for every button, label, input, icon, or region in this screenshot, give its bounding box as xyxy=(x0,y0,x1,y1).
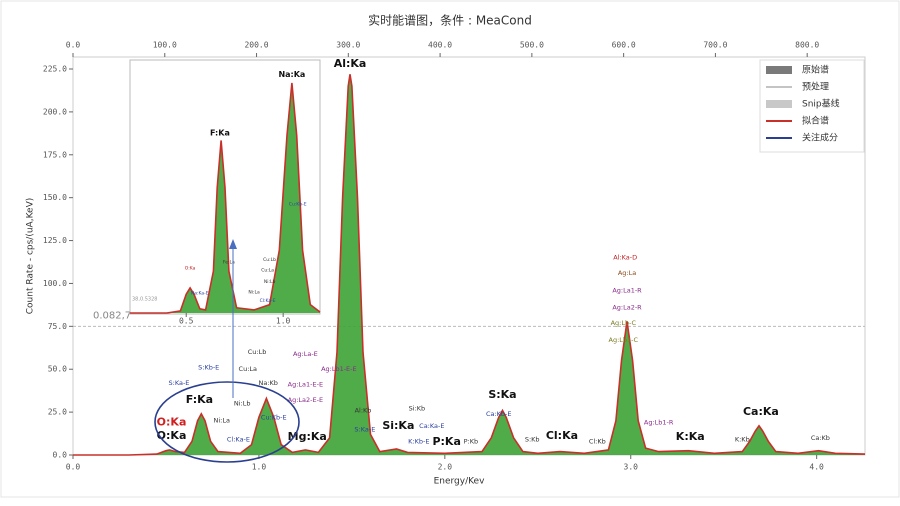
peak-label: O:Ka xyxy=(157,415,187,428)
x-tick-label: 1.0 xyxy=(276,317,291,326)
peak-label: Cu:La xyxy=(261,268,274,274)
legend-swatch xyxy=(766,100,792,108)
x2-tick-label: 0.0 xyxy=(66,41,81,50)
legend-label: 拟合谱 xyxy=(802,115,829,127)
y-tick-label: 0.0 xyxy=(53,451,68,460)
x-tick-label: 1.0 xyxy=(252,463,267,472)
peak-label: Ag:Lb1-R xyxy=(644,418,674,426)
highlight-ellipse xyxy=(154,381,300,463)
peak-label: Cl:Kb xyxy=(589,437,606,445)
spectrum-line xyxy=(73,74,866,456)
peak-label: Cu:La xyxy=(239,365,257,373)
legend-swatch xyxy=(766,66,792,74)
y-tick-label: 100.0 xyxy=(43,279,67,288)
peak-label: F:Ka xyxy=(210,129,230,138)
peak-label: O:Ka xyxy=(157,429,187,442)
threshold-label: 0.082,7 xyxy=(93,310,131,321)
y-tick-label: 75.0 xyxy=(48,322,67,331)
peak-label: Si:Kb xyxy=(409,405,426,413)
x-axis-label: Energy/Kev xyxy=(434,477,486,487)
peak-label: Na:Kb xyxy=(258,379,277,387)
x2-tick-label: 200.0 xyxy=(244,41,268,50)
peak-label: K:Ka xyxy=(676,430,705,443)
peak-label: Fe:La xyxy=(223,259,235,265)
peak-label: Ca:Ka xyxy=(743,405,779,418)
x-tick-label: 2.0 xyxy=(438,463,453,472)
peak-label: Ni:Lb xyxy=(264,279,276,285)
peak-label: Ag:La2-R xyxy=(612,303,642,311)
y-tick-label: 225.0 xyxy=(43,65,67,74)
peak-label: Mg:Ka xyxy=(288,430,327,443)
zoom-arrow-head xyxy=(229,239,237,249)
spectrum-line xyxy=(130,82,321,314)
peak-label: S:Ka xyxy=(488,388,516,401)
x2-tick-label: 500.0 xyxy=(520,41,544,50)
x2-tick-label: 800.0 xyxy=(795,41,819,50)
peak-label: Cu:Lb xyxy=(248,348,267,356)
x2-tick-label: 700.0 xyxy=(703,41,727,50)
peak-label: Cu:Kb-E xyxy=(261,413,287,421)
peak-label: Ag:La-E xyxy=(293,350,318,358)
y-tick-label: 200.0 xyxy=(43,107,67,116)
legend-label: 预处理 xyxy=(802,81,829,93)
peak-label: F:Ka xyxy=(186,393,213,406)
legend-label: Snip基线 xyxy=(802,98,840,110)
peak-label: Cl:Ka-E xyxy=(260,298,276,304)
main-plot: 0.0 1.0 2.0 3.0 4.0 0.0 25.0 50.0 75.0 100.0 125.0… xyxy=(43,41,866,472)
peak-label: O:Ka xyxy=(185,266,196,272)
peak-label: Al:Kb xyxy=(355,406,372,414)
peak-label: Ni:La xyxy=(213,417,229,425)
peak-label: Al:Ka xyxy=(334,57,367,70)
peak-label: Si:Ka xyxy=(382,419,414,432)
y-tick-label: 175.0 xyxy=(43,150,67,159)
peak-label: Cu:Kb-E xyxy=(289,202,307,208)
y-axis-label: Count Rate - cps/(uA,KeV) xyxy=(26,198,36,314)
legend-label: 关注成分 xyxy=(802,132,838,144)
y-tick-label: 125.0 xyxy=(43,236,67,245)
peak-label: K:Kb-E xyxy=(408,437,429,445)
inset-plot: 0.5 1.0 38,0.5328 F:Ka Na:Ka O:Ka Na:Ka-E Fe:La… xyxy=(130,70,321,326)
peak-label: Cl:Ka xyxy=(546,429,578,442)
chart-title: 实时能谱图，条件 : MeaCond xyxy=(368,13,532,28)
peak-label: Ag:La1-E-E xyxy=(288,381,323,389)
x2-tick-label: 300.0 xyxy=(336,41,360,50)
peak-label: Ag:Lb1-E-E xyxy=(321,365,357,373)
x2-tick-label: 400.0 xyxy=(428,41,452,50)
peak-label: S:Ka-E xyxy=(169,379,190,387)
x2-tick-label: 100.0 xyxy=(153,41,177,50)
peak-label: Na:Ka-E xyxy=(191,291,209,297)
peak-label: Ag:La1-R xyxy=(612,286,642,294)
peak-label: Ag:La xyxy=(618,269,636,277)
peak-label: S:Kb-E xyxy=(198,364,219,372)
legend-label: 原始谱 xyxy=(802,64,829,76)
peak-label: Cu:Lb xyxy=(263,257,276,263)
peak-label: Na:Ka xyxy=(278,70,305,79)
peak-label: Al:Ka-D xyxy=(613,254,637,262)
peak-label: Ca:Kb xyxy=(811,434,830,442)
peak-label: S:Ka-E xyxy=(354,425,375,433)
peak-label: P:Kb xyxy=(464,437,479,445)
peak-label: Ag:La2-E-E xyxy=(288,396,323,404)
y-tick-label: 150.0 xyxy=(43,193,67,202)
peak-label: Cl:Ka-E xyxy=(227,436,250,444)
x2-tick-label: 600.0 xyxy=(612,41,636,50)
peak-label: Ag:Lb-C xyxy=(611,319,637,327)
peak-label: S:Kb xyxy=(525,436,540,444)
x-tick-label: 3.0 xyxy=(624,463,639,472)
y-tick-label: 25.0 xyxy=(48,408,67,417)
peak-label: Ca:Ka-E xyxy=(419,422,444,430)
peak-label: Ni:La xyxy=(248,290,260,296)
inset-corner-text: 38,0.5328 xyxy=(132,297,157,303)
x-tick-label: 4.0 xyxy=(809,463,824,472)
peak-label: Ni:Lb xyxy=(234,400,251,408)
peak-label: P:Ka xyxy=(432,435,460,448)
x-tick-label: 0.0 xyxy=(66,463,81,472)
peak-label: Ca:Kb-E xyxy=(486,410,512,418)
x-tick-label: 0.5 xyxy=(179,317,194,326)
peak-label: Ag:Lb1-C xyxy=(609,336,639,344)
y-tick-label: 50.0 xyxy=(48,365,67,374)
peak-label: K:Kb xyxy=(735,436,750,444)
